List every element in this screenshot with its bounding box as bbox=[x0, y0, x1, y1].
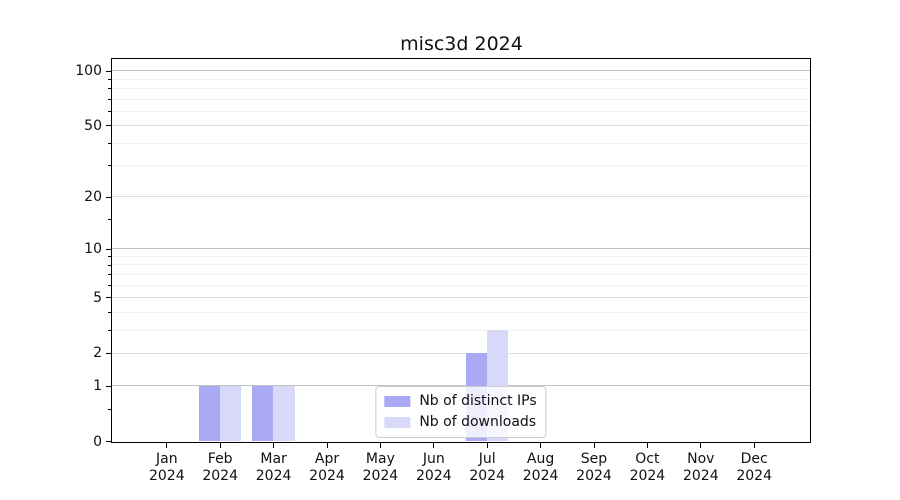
bar-distinct-ips bbox=[198, 385, 220, 442]
chart-title: misc3d 2024 bbox=[400, 33, 523, 55]
x-tick-label: Jan 2024 bbox=[148, 451, 185, 484]
y-minor-tick bbox=[108, 143, 111, 144]
y-major-tick bbox=[106, 125, 111, 127]
x-major-tick bbox=[379, 443, 381, 448]
y-minor-tick bbox=[108, 274, 111, 276]
x-tick-label: Nov 2024 bbox=[682, 451, 719, 484]
x-tick-label: Feb 2024 bbox=[202, 451, 238, 484]
x-tick-label: Aug 2024 bbox=[522, 451, 559, 484]
minor-gridline bbox=[112, 256, 810, 257]
x-tick-label: May 2024 bbox=[362, 451, 399, 484]
major-gridline bbox=[112, 385, 810, 387]
minor-gridline bbox=[112, 110, 810, 112]
y-minor-tick bbox=[108, 88, 111, 90]
major-gridline bbox=[112, 352, 810, 354]
major-gridline bbox=[112, 297, 810, 299]
y-tick-label: 5 bbox=[93, 289, 102, 306]
x-tick-label: Oct 2024 bbox=[629, 451, 666, 484]
y-major-tick bbox=[106, 248, 111, 250]
x-tick-label: Sep 2024 bbox=[576, 451, 612, 484]
plot-area: Nb of distinct IPs Nb of downloads bbox=[111, 58, 811, 443]
x-major-tick bbox=[486, 443, 488, 448]
legend-label-downloads: Nb of downloads bbox=[419, 414, 537, 430]
legend-item-distinct-ips: Nb of distinct IPs bbox=[384, 392, 537, 410]
legend-label-distinct-ips: Nb of distinct IPs bbox=[419, 393, 537, 409]
y-tick-label: 50 bbox=[84, 117, 102, 134]
y-minor-tick bbox=[108, 408, 111, 410]
minor-gridline bbox=[112, 88, 810, 90]
bar-distinct-ips bbox=[251, 385, 274, 442]
minor-gridline bbox=[112, 284, 810, 286]
major-gridline bbox=[112, 248, 810, 250]
x-major-tick bbox=[540, 443, 542, 448]
y-tick-label: 20 bbox=[84, 189, 102, 206]
legend: Nb of distinct IPs Nb of downloads bbox=[375, 386, 547, 438]
x-tick-label: Dec 2024 bbox=[736, 451, 772, 484]
x-major-tick bbox=[753, 443, 755, 448]
x-major-tick bbox=[166, 443, 168, 448]
legend-swatch-distinct-ips-icon bbox=[384, 395, 411, 407]
y-major-tick bbox=[106, 385, 111, 387]
x-tick-label: Jul 2024 bbox=[469, 451, 505, 484]
y-tick-label: 0 bbox=[93, 433, 102, 450]
x-tick-label: Mar 2024 bbox=[255, 451, 292, 484]
y-minor-tick bbox=[108, 111, 111, 113]
y-tick-label: 1 bbox=[93, 378, 102, 395]
y-tick-label: 10 bbox=[84, 241, 102, 258]
bar-downloads bbox=[273, 385, 295, 442]
minor-gridline bbox=[112, 264, 810, 266]
y-minor-tick bbox=[108, 256, 111, 258]
y-minor-tick bbox=[108, 329, 111, 331]
x-major-tick bbox=[219, 443, 221, 448]
x-tick-label: Apr 2024 bbox=[309, 451, 345, 484]
y-minor-tick bbox=[108, 165, 111, 167]
bar-downloads bbox=[219, 385, 242, 442]
minor-gridline bbox=[112, 329, 810, 331]
y-minor-tick bbox=[108, 98, 111, 100]
y-major-tick bbox=[106, 196, 111, 198]
x-tick-label: Jun 2024 bbox=[415, 451, 452, 484]
minor-gridline bbox=[112, 98, 810, 100]
legend-swatch-downloads-icon bbox=[384, 416, 411, 428]
minor-gridline bbox=[112, 142, 810, 144]
major-gridline bbox=[112, 125, 810, 127]
x-major-tick bbox=[646, 443, 648, 448]
y-minor-tick bbox=[108, 264, 111, 266]
y-major-tick bbox=[106, 352, 111, 354]
y-minor-tick bbox=[108, 218, 111, 220]
minor-gridline bbox=[112, 273, 810, 275]
y-major-tick bbox=[106, 297, 111, 299]
y-minor-tick bbox=[108, 284, 111, 286]
x-major-tick bbox=[700, 443, 702, 448]
minor-gridline bbox=[112, 165, 810, 167]
major-gridline bbox=[112, 70, 810, 72]
legend-item-downloads: Nb of downloads bbox=[384, 413, 536, 431]
major-gridline bbox=[112, 196, 810, 198]
minor-gridline bbox=[112, 78, 810, 80]
x-major-tick bbox=[593, 443, 595, 448]
y-tick-label: 2 bbox=[93, 345, 102, 362]
y-minor-tick bbox=[108, 311, 111, 313]
y-tick-label: 100 bbox=[75, 63, 102, 80]
x-major-tick bbox=[433, 443, 435, 448]
y-minor-tick bbox=[108, 78, 111, 80]
minor-gridline bbox=[112, 311, 810, 313]
x-major-tick bbox=[273, 443, 275, 448]
y-major-tick bbox=[106, 70, 111, 72]
x-major-tick bbox=[326, 443, 328, 448]
y-major-tick bbox=[106, 441, 111, 443]
